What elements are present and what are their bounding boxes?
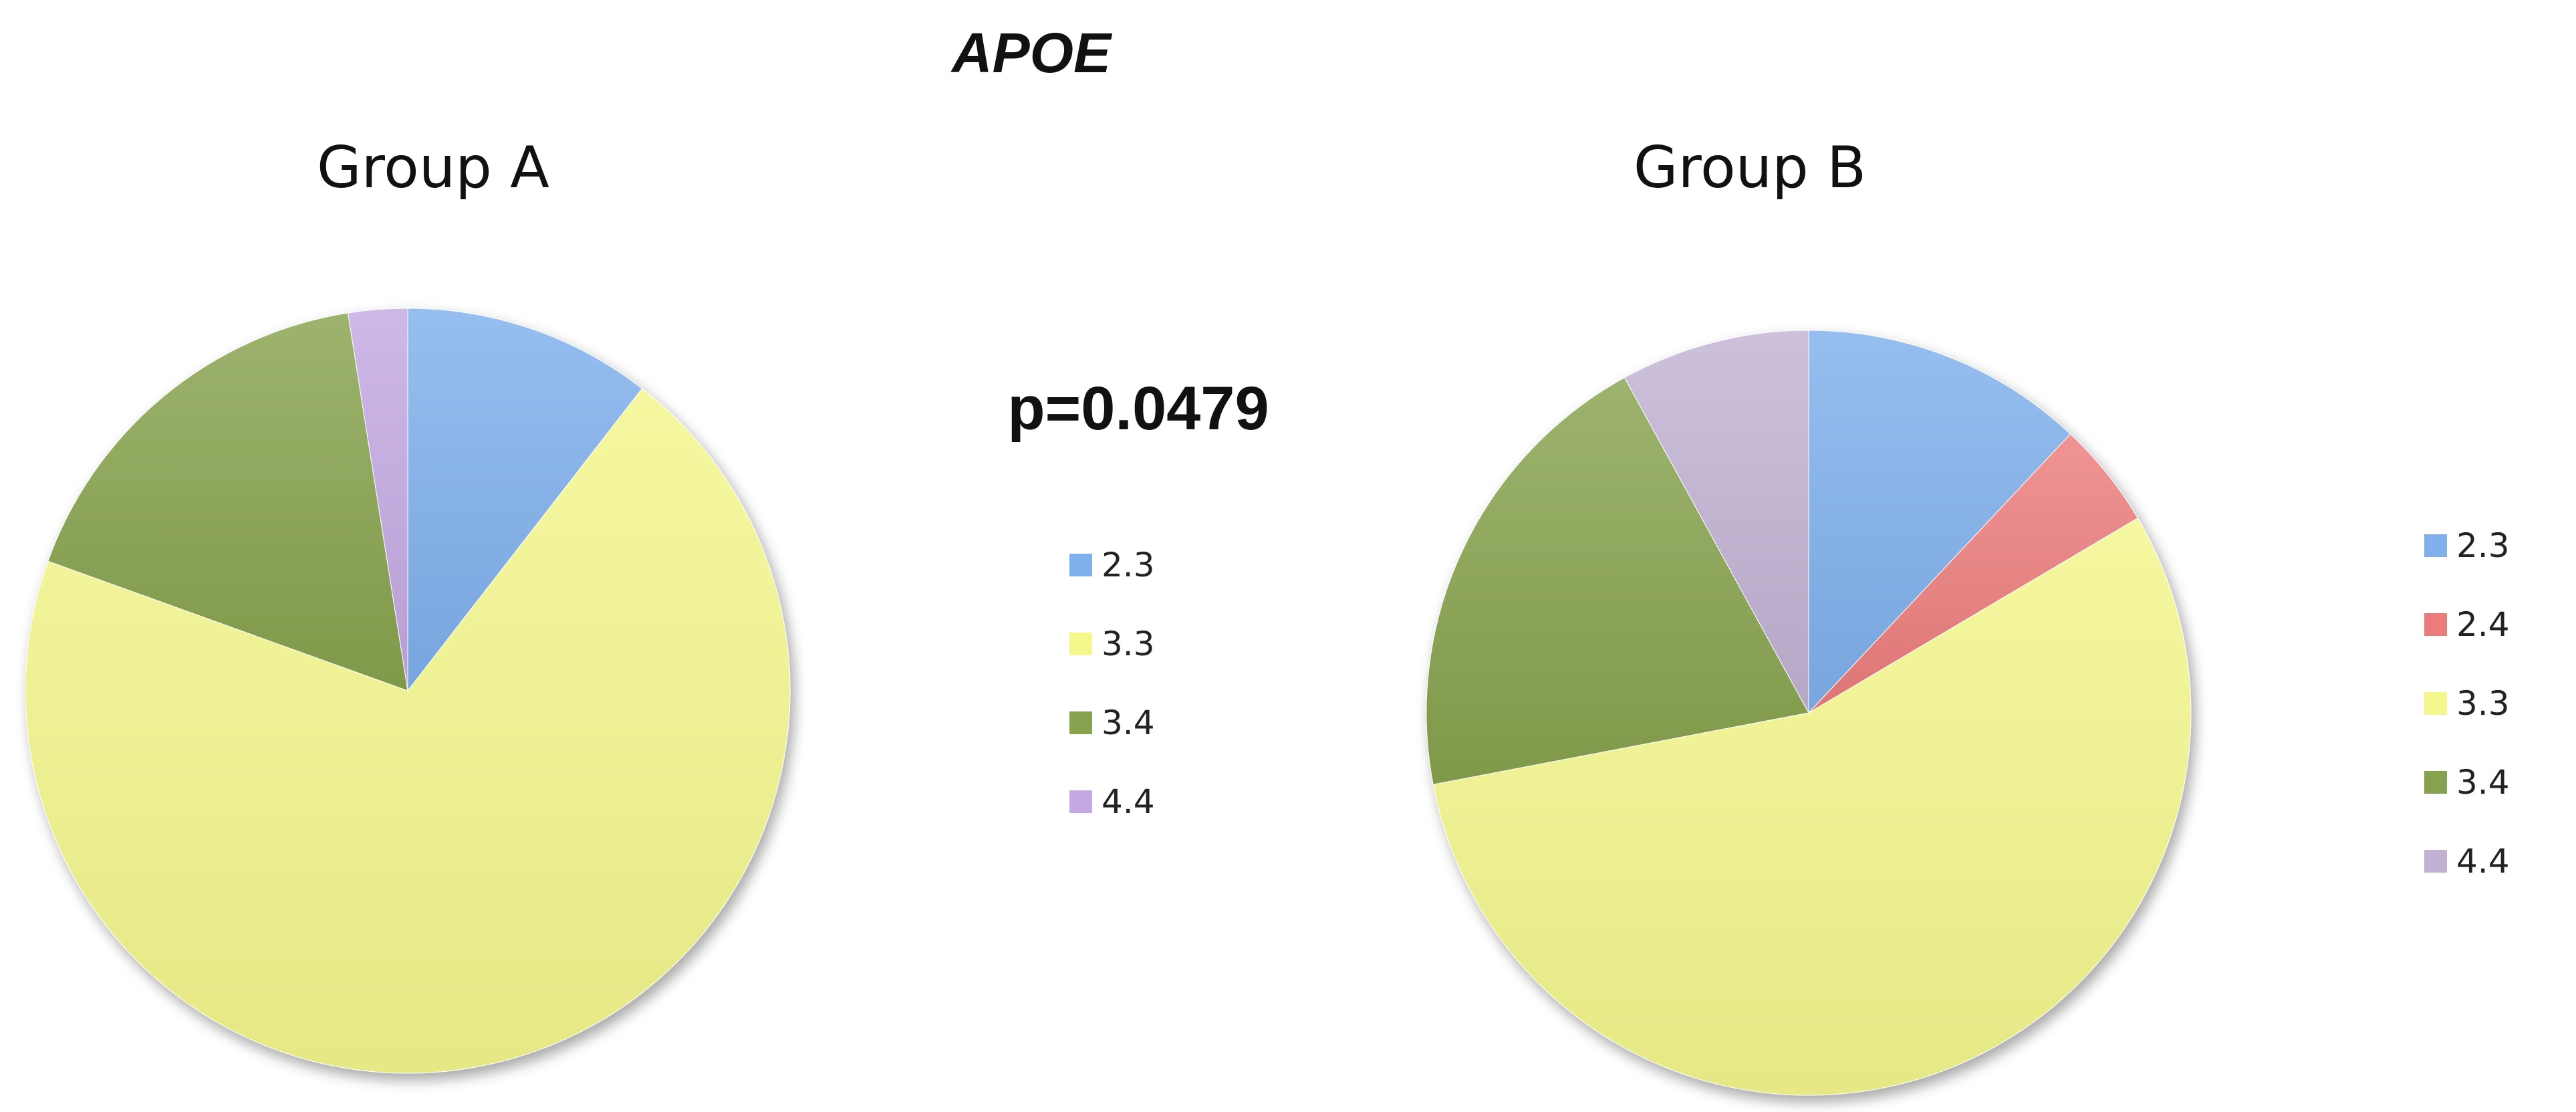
legend-swatch-2-3	[1069, 554, 1092, 576]
legend-swatch-2-4	[2424, 613, 2447, 636]
pie-slice-3-4	[47, 312, 408, 691]
group-a-pie	[25, 308, 791, 1074]
legend-label-3-3: 3.3	[1102, 625, 1155, 663]
legend-label-3-4: 3.4	[1102, 703, 1155, 742]
legend-label-2-3: 2.3	[2456, 526, 2510, 565]
legend-swatch-3-3	[1069, 633, 1092, 655]
group-b-title: Group B	[1634, 134, 1866, 201]
legend-label-3-3: 3.3	[2456, 684, 2510, 723]
pie-slice-3-4	[1426, 377, 1809, 785]
group-a-legend: 2.3 3.3 3.4 4.4	[1069, 546, 1155, 821]
group-b-legend: 2.3 2.4 3.3 3.4 4.4	[2424, 526, 2510, 881]
group-a-title: Group A	[317, 134, 549, 201]
pie-slice-2-3	[1808, 330, 2071, 714]
legend-label-4-4: 4.4	[1102, 782, 1155, 821]
pie-slice-4-4	[347, 308, 408, 691]
legend-swatch-3-3	[2424, 692, 2447, 715]
pie-slice-2-3	[407, 308, 643, 692]
legend-label-2-4: 2.4	[2456, 605, 2510, 644]
legend-swatch-4-4	[1069, 790, 1092, 813]
pie-slice-4-4	[1624, 330, 1809, 713]
legend-label-2-3: 2.3	[1102, 546, 1155, 584]
group-b-pie	[1426, 330, 2192, 1096]
pie-slice-2-4	[1808, 433, 2139, 713]
legend-swatch-2-3	[2424, 534, 2447, 557]
pie-slice-3-3	[25, 388, 791, 1074]
legend-label-3-4: 3.4	[2456, 763, 2510, 802]
legend-swatch-3-4	[1069, 711, 1092, 734]
pie-slice-3-3	[1432, 518, 2192, 1096]
legend-swatch-4-4	[2424, 850, 2447, 873]
legend-swatch-3-4	[2424, 771, 2447, 794]
figure-title: APOE	[950, 21, 1113, 84]
legend-label-4-4: 4.4	[2456, 842, 2510, 881]
p-value-annotation: p=0.0479	[1007, 374, 1269, 443]
